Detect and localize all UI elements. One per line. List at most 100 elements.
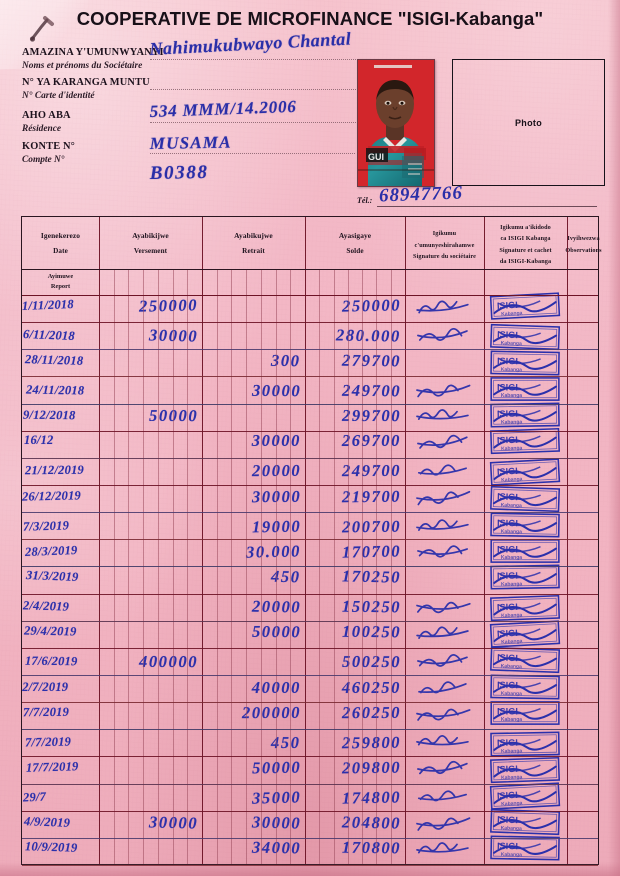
cell-date: 29/7 [22,789,47,805]
identity-label-fr-4: Compte N° [22,155,65,165]
svg-text:Kabanga: Kabanga [501,529,522,535]
table-row-divider [22,756,598,758]
identity-field-underline-4 [150,153,355,154]
table-row-divider [22,783,598,785]
member-signature [416,300,469,314]
member-signature [417,790,467,802]
cell-solde: 249700 [341,461,402,481]
table-row-divider [22,593,598,595]
table-row: 31/3/2019 450 170250 ISIGI Kabanga [22,564,598,593]
cell-date: 24/11/2018 [25,382,85,398]
table-row: 1/11/2018 250000 250000 ISIGI Kabanga [22,291,598,322]
cell-solde: 249700 [341,380,402,401]
member-signature [416,490,471,506]
svg-text:GUI: GUI [368,152,384,162]
table-row-divider [22,566,598,568]
cell-solde: 260250 [341,702,402,722]
member-signature [417,328,468,342]
identity-field-2: N° YA KARANGA MUNTU N° Carte d'identité 53… [22,77,362,121]
table-row: 4/9/20193000030000204800ISIGIKabanga [22,809,598,838]
header-label-ki: Igenekerezo [40,230,81,240]
cell-observations [567,594,598,621]
member-signature [416,735,469,746]
table-header-cell-1: Igenekerezo Date [22,217,99,269]
svg-text:Kabanga: Kabanga [501,748,522,754]
identity-block: AMAZINA Y'UMUNWYANYI Noms et prénoms du S… [22,28,368,184]
cell-solde: 174800 [341,787,402,808]
table-row: 29/4/201950000100250ISIGIKabanga [22,620,598,649]
table-column-divider [567,217,569,864]
cell-observations [567,349,598,376]
table-row-divider [22,729,598,731]
svg-text:Kabanga: Kabanga [501,502,523,509]
cell-observations [567,404,598,431]
cell-observations [567,756,598,783]
member-signature [416,409,469,421]
header-label-ki: Igikumu a'ikidodo [500,224,551,231]
svg-text:Kabanga: Kabanga [501,419,522,425]
cell-observations [567,512,598,539]
cell-solde: 259800 [341,732,402,753]
identity-label-ki-3: AHO ABA [22,110,71,121]
cell-date: 7/3/2019 [23,518,70,534]
cell-solde: 279700 [341,350,402,371]
svg-text:Kabanga: Kabanga [501,826,523,833]
cell-date: 2/7/2019 [22,679,69,694]
cell-solde: 204800 [341,812,402,833]
cell-date: 9/12/2018 [22,407,76,423]
table-row-divider [22,647,598,649]
header-bottom-border [22,269,598,271]
svg-text:Kabanga: Kabanga [501,446,523,453]
header-label-ki: Ayabikijwe [132,230,169,240]
table-row-divider [22,349,598,351]
report-label-fr: Report [50,283,71,290]
svg-text:Kabanga: Kabanga [501,664,523,671]
cell-solde: 269700 [341,431,401,451]
table-row: 29/735000174800ISIGIKabanga [22,782,598,811]
table-row-divider [22,485,598,486]
identity-field-1: AMAZINA Y'UMUNWYANYI Noms et prénoms du S… [22,28,368,77]
cell-date: 7/7/2019 [23,704,70,719]
table-row-divider [22,403,598,405]
member-signature [417,761,468,775]
cell-observations [567,539,598,566]
cell-date: 17/6/2019 [25,654,78,669]
header-label-ki: Ayabikujwe [234,230,273,240]
table-row: 17/7/201950000209800ISIGIKabanga [22,756,598,784]
cell-solde: 500250 [341,652,402,672]
header-label-fr: Signature et cachet [499,247,552,254]
header-label-fr-2: Signature du sociétaire [413,252,476,260]
cell-date: 26/12/2019 [22,487,82,504]
member-signature [417,464,467,476]
member-signature [416,626,469,639]
svg-text:Kabanga: Kabanga [501,581,522,587]
table-column-divider [99,217,101,864]
table-row: 7/7/2019 200000 260250 ISIGI Kabanga [22,700,598,729]
header-label-fr-2: da ISIGI-Kabanga [499,258,552,265]
identity-field-underline-2 [150,89,362,90]
table-row-divider [22,675,598,676]
cell-observations [567,729,598,756]
cell-date: 28/3/2019 [24,542,78,559]
table-row-divider [22,322,598,324]
table-row: 24/11/201830000249700ISIGIKabanga [22,376,598,403]
svg-text:Kabanga: Kabanga [501,310,523,317]
table-row-divider [22,376,598,378]
table-row-divider [22,702,598,704]
svg-text:Kabanga: Kabanga [501,367,522,373]
report-row: Ayimuwe Report [22,269,598,295]
table-row-divider [22,539,598,541]
cell-observations [567,621,598,648]
table-column-divider [405,217,407,864]
